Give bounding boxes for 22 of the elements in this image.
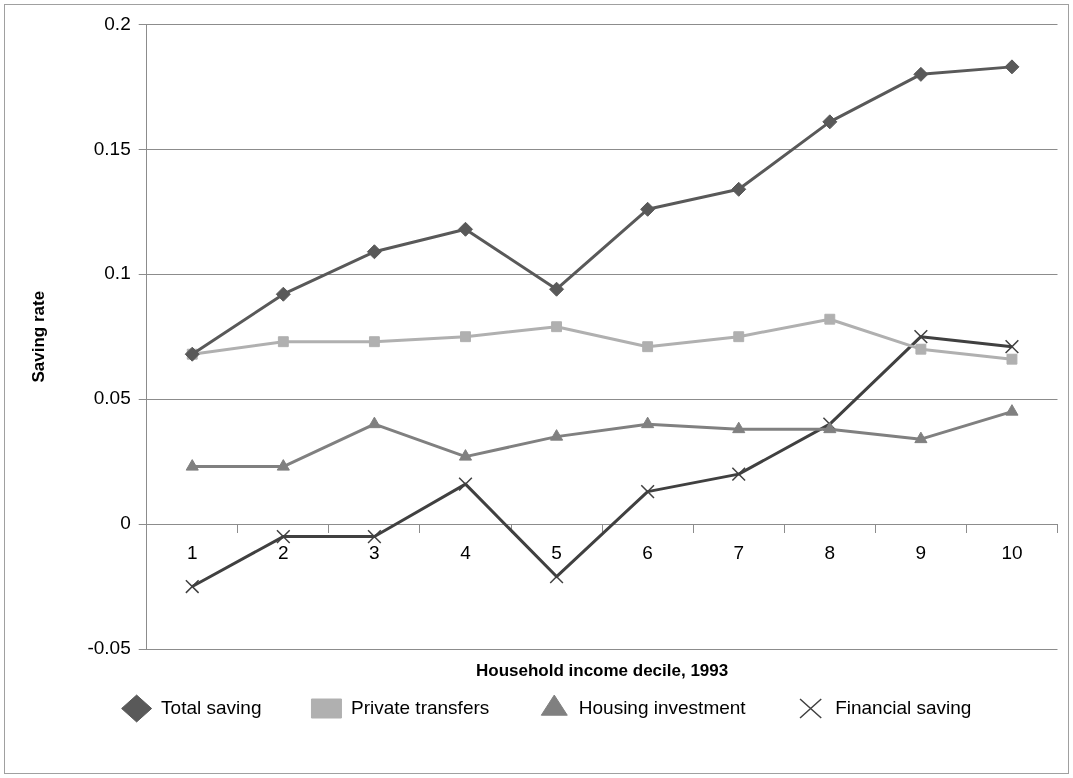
y-tick-label: 0.05 <box>93 387 131 409</box>
x-tick-label: 1 <box>186 541 198 563</box>
legend-label: Financial saving <box>835 696 972 718</box>
x-tick-label: 10 <box>1001 541 1023 563</box>
y-axis-title: Saving rate <box>28 290 48 383</box>
legend-label: Total saving <box>161 696 262 718</box>
y-tick-label: -0.05 <box>87 637 131 659</box>
y-tick-label: 0 <box>120 512 131 534</box>
x-tick-label: 4 <box>460 541 472 563</box>
x-axis-title: Household income decile, 1993 <box>475 661 729 681</box>
x-tick-label: 3 <box>369 541 380 563</box>
y-tick-label: 0.2 <box>104 12 131 34</box>
legend-label: Private transfers <box>350 696 490 718</box>
x-tick-label: 2 <box>278 541 289 563</box>
x-tick-label: 8 <box>824 541 836 563</box>
legend-label: Housing investment <box>578 696 747 718</box>
x-tick-label: 6 <box>642 541 653 563</box>
x-tick-label: 5 <box>551 541 562 563</box>
y-tick-label: 0.15 <box>93 137 131 159</box>
x-tick-label: 9 <box>915 541 927 563</box>
x-tick-label: 7 <box>733 541 745 563</box>
y-tick-label: 0.1 <box>104 262 131 284</box>
